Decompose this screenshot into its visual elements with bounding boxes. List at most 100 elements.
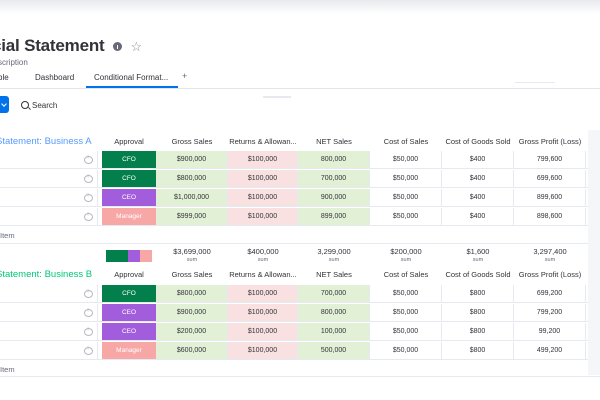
returns-cell[interactable]: $100,000 bbox=[228, 170, 298, 187]
add-view-button[interactable]: + bbox=[182, 71, 188, 81]
add-item-input[interactable]: Item bbox=[0, 231, 15, 240]
column-header-cost-of-sales[interactable]: Cost of Sales bbox=[383, 270, 429, 279]
table-row[interactable]: CEO $200,000 $100,000 100,000 $50,000 $8… bbox=[0, 323, 600, 341]
table-row[interactable]: CFO $800,000 $100,000 700,000 $50,000 $4… bbox=[0, 170, 600, 188]
add-update-icon[interactable] bbox=[84, 173, 93, 183]
table-row[interactable]: Manager $999,000 $100,000 899,000 $50,00… bbox=[0, 208, 600, 226]
add-update-icon[interactable] bbox=[84, 307, 93, 317]
column-header-gross-sales[interactable]: Gross Sales bbox=[171, 136, 213, 146]
gross-sales-cell[interactable]: $800,000 bbox=[156, 170, 228, 187]
gross-profit-cell[interactable]: 899,600 bbox=[514, 189, 586, 206]
star-icon[interactable]: ☆ bbox=[130, 38, 143, 54]
net-sales-cell[interactable]: 700,000 bbox=[298, 285, 370, 302]
returns-cell[interactable]: $100,000 bbox=[228, 342, 298, 359]
info-icon[interactable] bbox=[113, 41, 123, 51]
net-sales-cell[interactable]: 500,000 bbox=[298, 342, 370, 359]
gross-sales-cell[interactable]: $600,000 bbox=[156, 342, 228, 359]
gross-profit-cell[interactable]: 699,200 bbox=[514, 285, 586, 302]
add-update-icon[interactable] bbox=[84, 288, 93, 298]
add-update-icon[interactable] bbox=[84, 154, 93, 164]
cost-of-sales-cell[interactable]: $50,000 bbox=[370, 342, 442, 359]
gross-profit-cell[interactable]: 699,600 bbox=[514, 170, 586, 187]
approval-status[interactable]: CFO bbox=[102, 170, 156, 187]
net-sales-cell[interactable]: 899,000 bbox=[298, 208, 370, 225]
cost-of-sales-cell[interactable]: $50,000 bbox=[370, 304, 442, 321]
table-row[interactable]: CEO $900,000 $100,000 800,000 $50,000 $8… bbox=[0, 304, 600, 322]
approval-status[interactable]: CEO bbox=[102, 304, 156, 321]
net-sales-cell[interactable]: 900,000 bbox=[298, 189, 370, 206]
table-row[interactable]: CEO $1,000,000 $100,000 900,000 $50,000 … bbox=[0, 189, 600, 207]
add-item-row[interactable]: Item bbox=[0, 361, 600, 377]
returns-cell[interactable]: $100,000 bbox=[228, 208, 298, 225]
add-update-icon[interactable] bbox=[84, 326, 93, 336]
gross-profit-cell[interactable]: 799,600 bbox=[514, 151, 586, 168]
column-header-gross-profit[interactable]: Gross Profit (Loss) bbox=[518, 270, 582, 279]
gross-sales-cell[interactable]: $1,000,000 bbox=[156, 189, 228, 206]
column-header-approval[interactable]: Approval bbox=[114, 270, 144, 279]
cost-of-sales-cell[interactable]: $50,000 bbox=[370, 323, 442, 340]
add-item-input[interactable]: Item bbox=[0, 365, 15, 374]
approval-status[interactable]: CFO bbox=[102, 285, 156, 302]
cogs-cell[interactable]: $800 bbox=[442, 342, 514, 359]
group-b-title[interactable]: Statement: Business B bbox=[0, 269, 93, 280]
cogs-cell[interactable]: $400 bbox=[442, 170, 514, 187]
board-title[interactable]: cial Statement bbox=[0, 36, 105, 55]
cost-of-sales-cell[interactable]: $50,000 bbox=[370, 285, 442, 302]
approval-summary-bar[interactable] bbox=[106, 250, 152, 262]
cost-of-sales-cell[interactable]: $50,000 bbox=[370, 189, 442, 206]
column-header-returns[interactable]: Returns & Allowan... bbox=[229, 270, 297, 279]
returns-cell[interactable]: $100,000 bbox=[228, 323, 298, 340]
board-description[interactable]: scription bbox=[0, 58, 28, 67]
column-header-approval[interactable]: Approval bbox=[114, 136, 144, 146]
add-update-icon[interactable] bbox=[84, 192, 93, 202]
cogs-cell[interactable]: $400 bbox=[442, 151, 514, 168]
cost-of-sales-cell[interactable]: $50,000 bbox=[370, 208, 442, 225]
column-header-gross-sales[interactable]: Gross Sales bbox=[171, 270, 213, 279]
net-sales-cell[interactable]: 800,000 bbox=[298, 304, 370, 321]
gross-profit-cell[interactable]: 799,200 bbox=[514, 304, 586, 321]
gross-profit-cell[interactable]: 898,600 bbox=[514, 208, 586, 225]
cogs-cell[interactable]: $800 bbox=[442, 304, 514, 321]
table-row[interactable]: CFO $800,000 $100,000 700,000 $50,000 $8… bbox=[0, 285, 600, 303]
returns-cell[interactable]: $100,000 bbox=[228, 304, 298, 321]
returns-cell[interactable]: $100,000 bbox=[228, 151, 298, 168]
approval-status[interactable]: CFO bbox=[102, 151, 156, 168]
column-header-net-sales[interactable]: NET Sales bbox=[316, 136, 352, 146]
returns-cell[interactable]: $100,000 bbox=[228, 189, 298, 206]
table-row[interactable]: Manager $600,000 $100,000 500,000 $50,00… bbox=[0, 342, 600, 360]
cogs-cell[interactable]: $400 bbox=[442, 208, 514, 225]
add-update-icon[interactable] bbox=[84, 345, 93, 355]
gross-sales-cell[interactable]: $900,000 bbox=[156, 304, 228, 321]
approval-status[interactable]: Manager bbox=[102, 208, 156, 225]
net-sales-cell[interactable]: 800,000 bbox=[298, 151, 370, 168]
column-header-net-sales[interactable]: NET Sales bbox=[316, 270, 352, 279]
gross-sales-cell[interactable]: $800,000 bbox=[156, 285, 228, 302]
search-button[interactable]: Search bbox=[21, 98, 57, 112]
approval-status[interactable]: Manager bbox=[102, 342, 156, 359]
gross-sales-cell[interactable]: $200,000 bbox=[156, 323, 228, 340]
add-update-icon[interactable] bbox=[84, 211, 93, 221]
new-item-dropdown-button[interactable] bbox=[0, 96, 9, 113]
returns-cell[interactable]: $100,000 bbox=[228, 285, 298, 302]
column-header-returns[interactable]: Returns & Allowan... bbox=[229, 136, 297, 146]
cost-of-sales-cell[interactable]: $50,000 bbox=[370, 170, 442, 187]
gross-sales-cell[interactable]: $900,000 bbox=[156, 151, 228, 168]
gross-profit-cell[interactable]: 499,200 bbox=[514, 342, 586, 359]
approval-status[interactable]: CEO bbox=[102, 189, 156, 206]
gross-profit-cell[interactable]: 99,200 bbox=[514, 323, 586, 340]
tab-conditional-formatting[interactable]: Conditional Format... bbox=[86, 71, 178, 88]
net-sales-cell[interactable]: 100,000 bbox=[298, 323, 370, 340]
approval-status[interactable]: CEO bbox=[102, 323, 156, 340]
add-item-row[interactable]: Item bbox=[0, 227, 600, 244]
tab-table[interactable]: ble bbox=[0, 73, 9, 82]
column-header-cogs[interactable]: Cost of Goods Sold bbox=[445, 136, 511, 146]
cogs-cell[interactable]: $800 bbox=[442, 323, 514, 340]
gross-sales-cell[interactable]: $999,000 bbox=[156, 208, 228, 225]
column-header-cogs[interactable]: Cost of Goods Sold bbox=[445, 270, 511, 279]
cost-of-sales-cell[interactable]: $50,000 bbox=[370, 151, 442, 168]
column-header-gross-profit[interactable]: Gross Profit (Loss) bbox=[518, 136, 582, 146]
tab-dashboard[interactable]: Dashboard bbox=[35, 73, 75, 82]
column-header-cost-of-sales[interactable]: Cost of Sales bbox=[383, 136, 429, 146]
group-a-title[interactable]: Statement: Business A bbox=[0, 135, 92, 147]
cogs-cell[interactable]: $800 bbox=[442, 285, 514, 302]
